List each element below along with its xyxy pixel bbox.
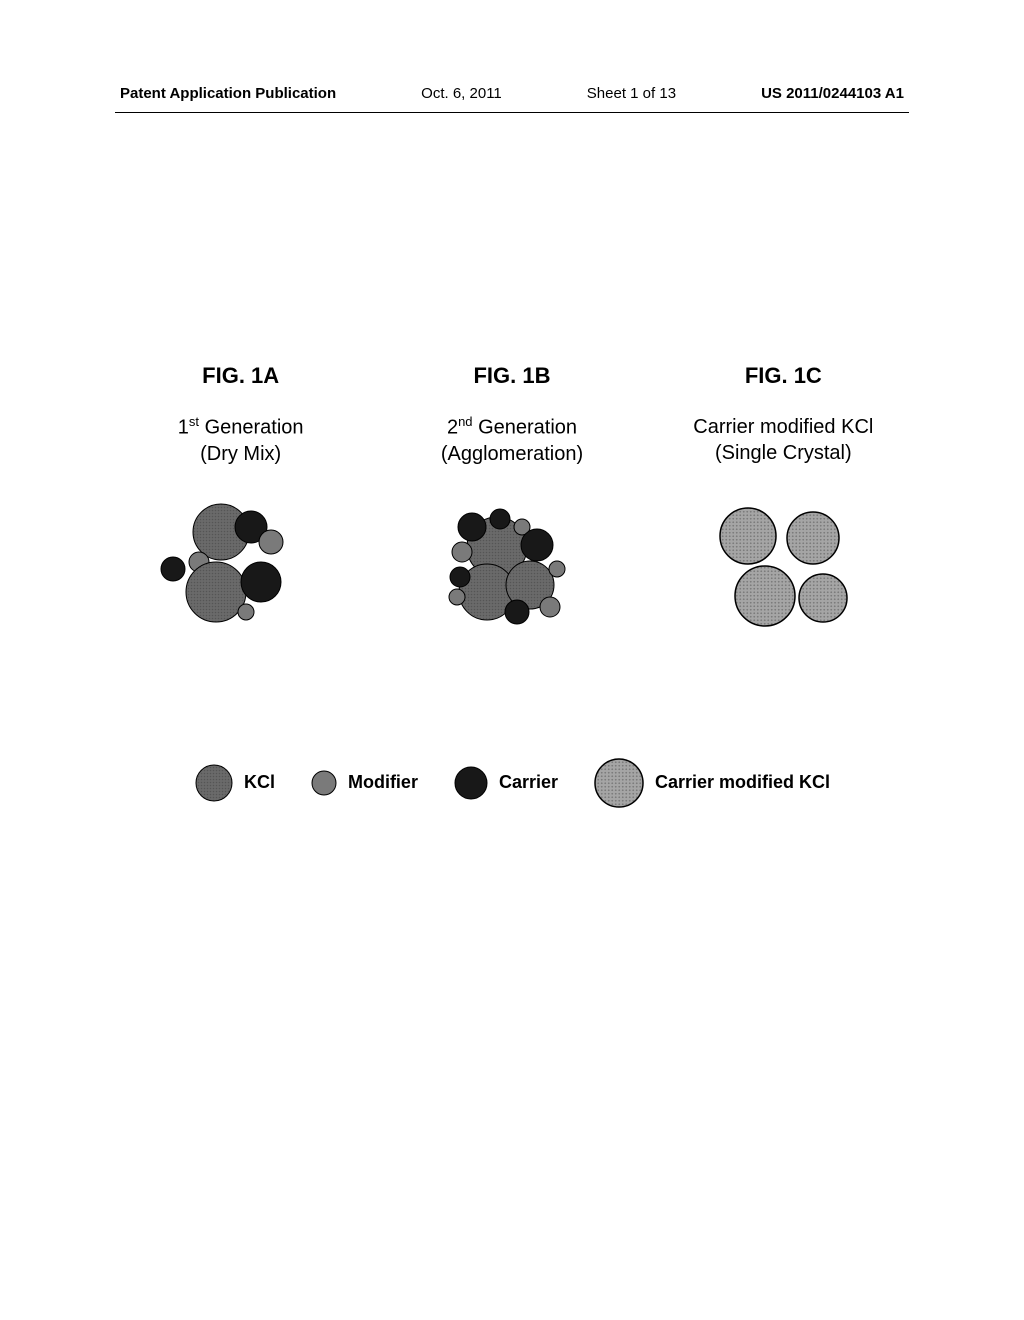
- header-sheet: Sheet 1 of 13: [587, 85, 676, 102]
- legend-modifier-label: Modifier: [348, 772, 418, 793]
- figure-1a-col: FIG. 1A 1st Generation (Dry Mix): [115, 363, 366, 637]
- legend-carrier-label: Carrier: [499, 772, 558, 793]
- legend-row: KCl Modifier Carrier: [115, 757, 909, 809]
- single-crystal-svg: [693, 496, 873, 636]
- fig-1b-label: FIG. 1B: [473, 363, 550, 389]
- legend-kcl: KCl: [194, 763, 275, 803]
- legend-modifier: Modifier: [310, 769, 418, 797]
- legend-carriermod-label: Carrier modified KCl: [655, 772, 830, 793]
- page-header: Patent Application Publication Oct. 6, 2…: [0, 0, 1024, 112]
- legend-carrier: Carrier: [453, 765, 558, 801]
- content-area: FIG. 1A 1st Generation (Dry Mix): [0, 113, 1024, 809]
- legend-kcl-label: KCl: [244, 772, 275, 793]
- carriermod-icon: [593, 757, 645, 809]
- figure-1c-col: FIG. 1C Carrier modified KCl (Single Cry…: [658, 363, 909, 637]
- agglomeration-svg: [422, 497, 602, 637]
- kcl-icon: [194, 763, 234, 803]
- fig-1b-subtitle: 2nd Generation (Agglomeration): [441, 414, 583, 467]
- header-date: Oct. 6, 2011: [421, 85, 502, 102]
- fig-1c-diagram: [693, 496, 873, 636]
- figure-1b-col: FIG. 1B 2nd Generation (Agglomeration): [386, 363, 637, 637]
- fig-1c-label: FIG. 1C: [745, 363, 822, 389]
- fig-1a-label: FIG. 1A: [202, 363, 279, 389]
- modifier-icon: [310, 769, 338, 797]
- legend-carriermod: Carrier modified KCl: [593, 757, 830, 809]
- fig-1b-diagram: [422, 497, 602, 637]
- header-pub-number: US 2011/0244103 A1: [761, 85, 904, 102]
- dry-mix-svg: [151, 497, 331, 637]
- carrier-icon: [453, 765, 489, 801]
- figures-row: FIG. 1A 1st Generation (Dry Mix): [115, 363, 909, 637]
- header-title: Patent Application Publication: [120, 85, 336, 102]
- fig-1a-subtitle: 1st Generation (Dry Mix): [178, 414, 304, 467]
- fig-1a-diagram: [151, 497, 331, 637]
- fig-1c-subtitle: Carrier modified KCl (Single Crystal): [693, 414, 873, 466]
